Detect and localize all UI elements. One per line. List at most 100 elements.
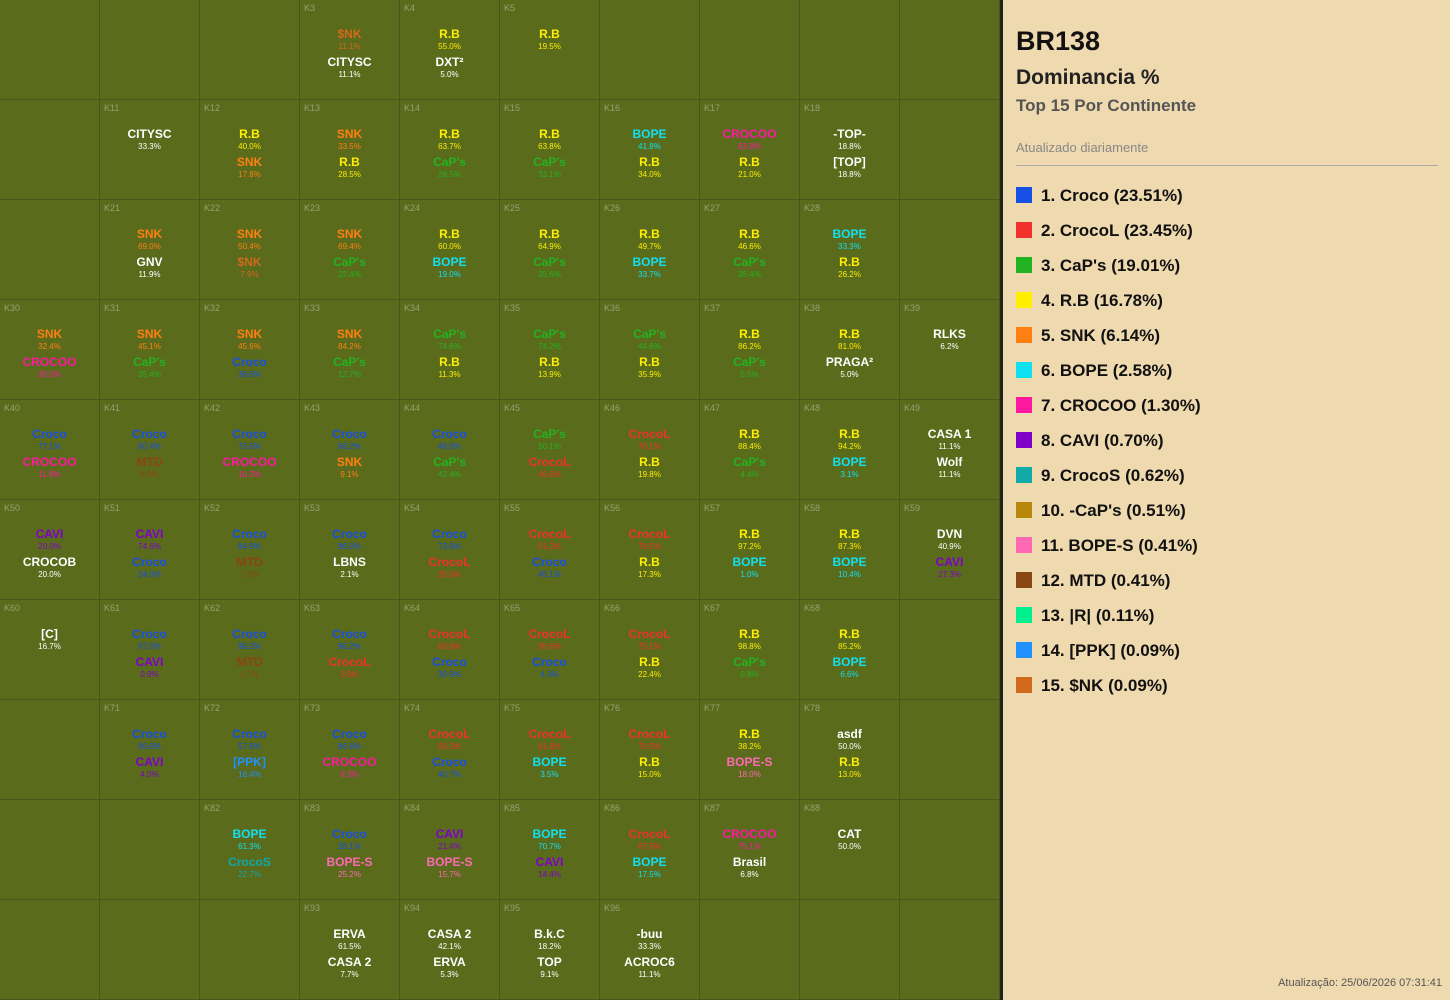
territory-cell: K40 Croco 77.1% CROCOO 11.8% <box>0 400 100 500</box>
cell-id: K71 <box>104 703 121 713</box>
territory-cell: K51 CAVI 74.6% Croco 24.0% <box>100 500 200 600</box>
cell-id: K18 <box>804 103 821 113</box>
territory-cell: K36 CaP's 44.6% R.B 35.9% <box>600 300 700 400</box>
clan-name: DXT² <box>435 55 464 69</box>
clan-name: SNK <box>236 155 263 169</box>
clan-name: CrocoL <box>328 655 371 669</box>
legend-label: 9. CrocoS (0.62%) <box>1041 466 1185 485</box>
clan-percent: 20.0% <box>38 542 61 551</box>
territory-cell: K37 R.B 86.2% CaP's 5.5% <box>700 300 800 400</box>
legend-swatch <box>1016 502 1032 518</box>
clan-percent: 48.6% <box>438 442 461 451</box>
cell-id: K36 <box>604 303 621 313</box>
clan-percent: 44.6% <box>638 342 661 351</box>
clan-percent: 60.0% <box>438 242 461 251</box>
clan-name: BOPE <box>432 255 467 269</box>
clan-name: BOPE <box>832 227 867 241</box>
clan-name: SNK <box>136 227 163 241</box>
clan-percent: 30.0% <box>38 370 61 379</box>
clan-name: R.B <box>839 427 860 441</box>
clan-name: R.B <box>439 227 460 241</box>
cell-id: K60 <box>4 603 21 613</box>
clan-name: BOPE <box>632 255 667 269</box>
clan-percent: 9.1% <box>340 470 359 479</box>
cell-id: K50 <box>4 503 21 513</box>
territory-cell: K11 CITYSC 33.3% <box>100 100 200 200</box>
empty-cell <box>700 0 800 100</box>
subtitle: Dominancia % <box>1016 66 1160 89</box>
clan-percent: 19.8% <box>638 470 661 479</box>
cell-id: K73 <box>304 703 321 713</box>
empty-cell <box>600 0 700 100</box>
clan-percent: 34.0% <box>638 170 661 179</box>
territory-cell: K86 CrocoL 67.6% BOPE 17.5% <box>600 800 700 900</box>
empty-cell <box>700 900 800 1000</box>
clan-name: ERVA <box>433 955 466 969</box>
clan-name: CROCOO <box>722 827 777 841</box>
clan-percent: 97.2% <box>738 542 761 551</box>
legend-swatch <box>1016 397 1032 413</box>
territory-cell: K68 R.B 85.2% BOPE 6.6% <box>800 600 900 700</box>
clan-percent: 96.0% <box>138 742 161 751</box>
clan-name: CITYSC <box>127 127 172 141</box>
cell-id: K30 <box>4 303 21 313</box>
legend-swatch <box>1016 642 1032 658</box>
clan-name: R.B <box>739 627 760 641</box>
clan-percent: 3.5% <box>540 770 559 779</box>
clan-percent: 67.6% <box>638 842 661 851</box>
empty-cell <box>100 900 200 1000</box>
legend-label: 13. |R| (0.11%) <box>1041 606 1155 625</box>
clan-percent: 80.4% <box>138 442 161 451</box>
clan-name: CrocoL <box>628 427 671 441</box>
cell-id: K82 <box>204 803 221 813</box>
clan-name: Croco <box>432 527 467 541</box>
clan-name: SNK <box>336 227 363 241</box>
cell-id: K61 <box>104 603 121 613</box>
clan-name: Croco <box>232 627 267 641</box>
territory-cell: K65 CrocoL 95.6% Croco 4.3% <box>500 600 600 700</box>
cell-id: K46 <box>604 403 621 413</box>
legend-item: 6. BOPE (2.58%) <box>1016 361 1172 381</box>
empty-cell <box>0 0 100 100</box>
legend-swatch <box>1016 677 1032 693</box>
territory-cell: K84 CAVI 21.4% BOPE-S 15.7% <box>400 800 500 900</box>
clan-percent: 3.1% <box>840 470 859 479</box>
legend-item: 12. MTD (0.41%) <box>1016 571 1170 591</box>
clan-name: CAVI <box>35 527 64 541</box>
clan-percent: 26.0% <box>438 570 461 579</box>
clan-percent: 5.3% <box>440 970 459 979</box>
clan-name: CAVI <box>435 827 464 841</box>
territory-cell: K25 R.B 64.9% CaP's 25.6% <box>500 200 600 300</box>
cell-id: K45 <box>504 403 521 413</box>
clan-name: R.B <box>639 227 660 241</box>
clan-percent: 74.6% <box>138 542 161 551</box>
clan-percent: 45.1% <box>538 570 561 579</box>
clan-percent: 12.7% <box>338 370 361 379</box>
clan-percent: 32.4% <box>38 342 61 351</box>
empty-cell <box>0 900 100 1000</box>
cell-id: K49 <box>904 403 921 413</box>
clan-percent: 35.4% <box>138 370 161 379</box>
cell-id: K23 <box>304 203 321 213</box>
clan-percent: 42.4% <box>438 470 461 479</box>
clan-percent: 5.0% <box>840 370 859 379</box>
legend-swatch <box>1016 292 1032 308</box>
territory-cell: K60 [C] 16.7% <box>0 600 100 700</box>
territory-cell: K18 -TOP- 18.8% [TOP] 18.8% <box>800 100 900 200</box>
clan-name: Croco <box>432 655 467 669</box>
clan-percent: 25.6% <box>538 270 561 279</box>
territory-cell: K12 R.B 40.0% SNK 17.8% <box>200 100 300 200</box>
clan-name: R.B <box>839 527 860 541</box>
territory-cell: K50 CAVI 20.0% CROCOB 20.0% <box>0 500 100 600</box>
clan-percent: 75.1% <box>638 642 661 651</box>
clan-percent: 86.8% <box>338 742 361 751</box>
empty-cell <box>0 700 100 800</box>
cell-id: K84 <box>404 803 421 813</box>
clan-percent: 19.5% <box>538 42 561 51</box>
clan-name: CrocoL <box>428 627 471 641</box>
clan-name: CAVI <box>135 755 164 769</box>
cell-id: K37 <box>704 303 721 313</box>
territory-cell: K13 SNK 33.5% R.B 28.5% <box>300 100 400 200</box>
clan-percent: 94.2% <box>838 442 861 451</box>
